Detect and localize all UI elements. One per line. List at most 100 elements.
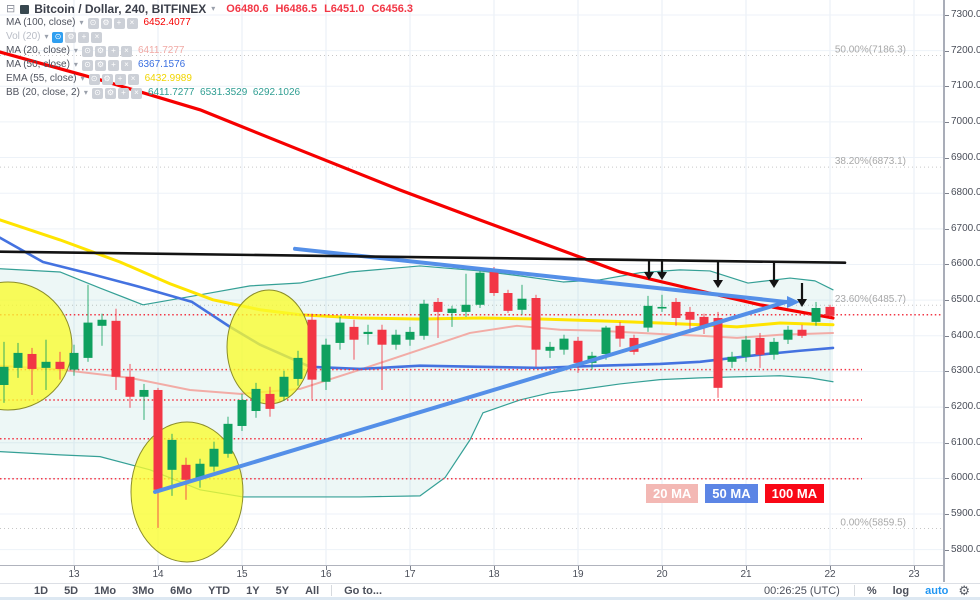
highlight-ellipse[interactable] [0, 281, 73, 411]
bollinger-fill [0, 265, 833, 497]
price-tick [945, 121, 949, 123]
auto-scale-button[interactable]: auto [925, 584, 949, 597]
settings-icon[interactable]: ⚙ [94, 59, 106, 71]
price-axis-label: 5800.0 [951, 543, 980, 555]
highlight-ellipse[interactable] [226, 289, 312, 405]
time-axis-label: 17 [404, 569, 416, 580]
time-tick [158, 566, 159, 570]
remove-icon[interactable]: × [130, 87, 142, 99]
time-axis-label: 20 [656, 569, 668, 580]
price-tick [945, 335, 949, 337]
ma-badge[interactable]: 50 MA [705, 484, 758, 503]
indicator-row: EMA (55, close) ▾ ⊙ ⚙ + × 6432.9989 [6, 72, 413, 86]
time-tick [74, 566, 75, 570]
time-axis-label: 18 [488, 569, 500, 580]
toolbar-divider [331, 585, 333, 596]
range-button-all[interactable]: All [305, 584, 320, 597]
resistance-trendline[interactable] [0, 250, 847, 265]
remove-icon[interactable]: × [120, 45, 132, 57]
price-tick [945, 86, 949, 88]
time-axis[interactable]: 13 14 15 16 17 18 19 20 21 22 23 [0, 565, 980, 583]
chevron-down-icon[interactable]: ▾ [73, 46, 78, 55]
ma50-line[interactable] [0, 236, 835, 371]
ma-badge[interactable]: 100 MA [764, 484, 825, 503]
time-axis-label: 14 [152, 569, 164, 580]
settings-icon[interactable]: ⚙ [104, 87, 116, 99]
range-button-6mo[interactable]: 6Mo [170, 584, 193, 597]
add-icon[interactable]: + [114, 73, 126, 85]
remove-icon[interactable]: × [91, 31, 103, 43]
visibility-icon[interactable]: ⊙ [88, 73, 100, 85]
indicator-value: 6452.4077 [143, 17, 191, 28]
remove-icon[interactable]: × [127, 73, 139, 85]
indicator-label[interactable]: MA (20, close) [6, 45, 70, 56]
indicator-label[interactable]: MA (50, close) [6, 59, 70, 70]
ma-badge[interactable]: 20 MA [646, 484, 699, 503]
triangle-lower-trendline[interactable] [153, 299, 788, 494]
price-axis-label: 5900.0 [951, 508, 980, 520]
low-value: L6451.0 [324, 3, 365, 15]
time-tick [578, 566, 579, 570]
chart-plot-area[interactable]: 50.00%(7186.3) 38.20%(6873.1) 23.60%(6485.… [0, 0, 943, 565]
settings-icon[interactable]: ⚙ [94, 45, 106, 57]
remove-icon[interactable]: × [120, 59, 132, 71]
range-button-ytd[interactable]: YTD [208, 584, 231, 597]
time-axis-label: 21 [740, 569, 752, 580]
settings-icon[interactable]: ⚙ [100, 17, 112, 29]
down-arrows[interactable] [644, 261, 807, 307]
add-icon[interactable]: + [107, 59, 119, 71]
price-tick [945, 514, 949, 516]
range-button-1d[interactable]: 1D [34, 584, 49, 597]
remove-icon[interactable]: × [126, 17, 138, 29]
add-icon[interactable]: + [113, 17, 125, 29]
visibility-icon[interactable]: ⊙ [81, 45, 93, 57]
chevron-down-icon[interactable]: ▾ [80, 74, 85, 83]
range-button-1mo[interactable]: 1Mo [94, 584, 117, 597]
collapse-legend-icon[interactable]: ⊟ [6, 3, 16, 15]
visibility-icon[interactable]: ⊙ [52, 31, 64, 43]
price-tick [945, 300, 949, 302]
settings-icon[interactable]: ⚙ [65, 31, 77, 43]
chevron-down-icon[interactable]: ▾ [79, 18, 84, 27]
gear-icon[interactable]: ⚙ [958, 582, 970, 598]
range-button-1y[interactable]: 1Y [246, 584, 260, 597]
range-button-3mo[interactable]: 3Mo [132, 584, 155, 597]
symbol-title[interactable]: Bitcoin / Dollar, 240, BITFINEX [34, 2, 207, 16]
symbol-title-row: ⊟ Bitcoin / Dollar, 240, BITFINEX ▾ O648… [6, 2, 413, 16]
range-button-5d[interactable]: 5D [64, 584, 79, 597]
log-scale-button[interactable]: log [892, 584, 910, 597]
visibility-icon[interactable]: ⊙ [87, 17, 99, 29]
chart-style-icon[interactable] [20, 4, 30, 14]
indicator-label[interactable]: BB (20, close, 2) [6, 87, 80, 98]
percent-scale-button[interactable]: % [866, 584, 877, 597]
high-value: H6486.5 [275, 3, 318, 15]
candlestick-chart[interactable]: 50.00%(7186.3) 38.20%(6873.1) 23.60%(6485.… [0, 0, 943, 565]
ma20-line[interactable] [0, 324, 834, 395]
indicator-rows: MA (100, close) ▾ ⊙ ⚙ + × 6452.4077 Vol (20) ▾ ⊙ ⚙… [6, 16, 413, 100]
time-tick [494, 566, 495, 570]
price-tick [945, 193, 949, 195]
time-axis-label: 16 [320, 569, 332, 580]
add-icon[interactable]: + [117, 87, 129, 99]
add-icon[interactable]: + [78, 31, 90, 43]
visibility-icon[interactable]: ⊙ [81, 59, 93, 71]
goto-button[interactable]: Go to... [344, 584, 383, 597]
time-axis-label: 15 [236, 569, 248, 580]
price-tick [945, 50, 949, 52]
range-button-5y[interactable]: 5Y [275, 584, 290, 597]
price-tick [945, 371, 949, 373]
chevron-down-icon[interactable]: ▾ [211, 4, 216, 13]
price-axis-label: 6000.0 [951, 472, 980, 484]
indicator-label[interactable]: MA (100, close) [6, 17, 76, 28]
chevron-down-icon[interactable]: ▾ [83, 88, 88, 97]
indicator-label[interactable]: Vol (20) [6, 31, 41, 42]
bb-upper-line[interactable] [0, 265, 834, 306]
indicator-label[interactable]: EMA (55, close) [6, 73, 77, 84]
fib-retracement[interactable]: 50.00%(7186.3) 38.20%(6873.1) 23.60%(6485.… [0, 45, 943, 529]
chevron-down-icon[interactable]: ▾ [73, 60, 78, 69]
add-icon[interactable]: + [107, 45, 119, 57]
settings-icon[interactable]: ⚙ [101, 73, 113, 85]
chevron-down-icon[interactable]: ▾ [44, 32, 49, 41]
visibility-icon[interactable]: ⊙ [91, 87, 103, 99]
price-axis[interactable]: 7300.0 7200.0 7100.0 7000.0 6900.0 6800.0 6700… [943, 0, 980, 582]
